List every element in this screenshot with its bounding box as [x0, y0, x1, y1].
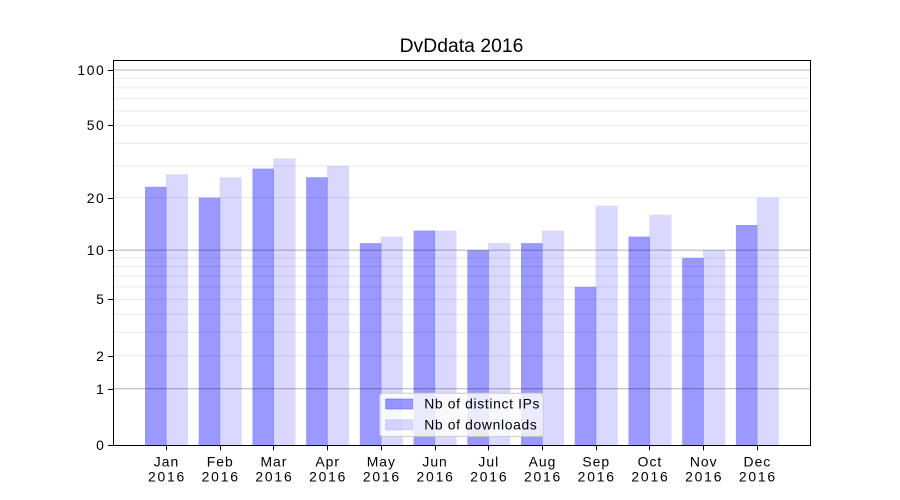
svg-text:2016: 2016 [524, 468, 562, 484]
svg-text:Nb of downloads: Nb of downloads [424, 416, 537, 432]
svg-text:May: May [367, 453, 396, 469]
svg-text:2016: 2016 [363, 468, 401, 484]
svg-text:2016: 2016 [739, 468, 777, 484]
svg-text:2016: 2016 [255, 468, 293, 484]
svg-text:Oct: Oct [638, 453, 663, 469]
svg-text:2: 2 [96, 348, 105, 364]
svg-text:Jul: Jul [478, 453, 499, 469]
svg-text:2016: 2016 [417, 468, 455, 484]
svg-text:10: 10 [87, 242, 106, 258]
svg-text:Nb of distinct IPs: Nb of distinct IPs [424, 396, 540, 412]
svg-text:100: 100 [77, 62, 105, 78]
svg-text:Apr: Apr [315, 453, 340, 469]
svg-text:5: 5 [96, 291, 105, 307]
svg-text:50: 50 [87, 117, 106, 133]
svg-text:2016: 2016 [578, 468, 616, 484]
svg-text:Jun: Jun [422, 453, 447, 469]
svg-text:2016: 2016 [631, 468, 669, 484]
svg-text:Jan: Jan [154, 453, 179, 469]
svg-text:2016: 2016 [309, 468, 347, 484]
svg-text:2016: 2016 [685, 468, 723, 484]
svg-text:Mar: Mar [260, 453, 287, 469]
svg-text:Aug: Aug [529, 453, 557, 469]
svg-text:2016: 2016 [470, 468, 508, 484]
svg-text:Dec: Dec [744, 453, 772, 469]
svg-text:20: 20 [87, 190, 106, 206]
svg-text:2016: 2016 [202, 468, 240, 484]
svg-text:Feb: Feb [207, 453, 234, 469]
svg-text:Nov: Nov [690, 453, 718, 469]
svg-text:DvDdata 2016: DvDdata 2016 [400, 36, 524, 57]
svg-text:Sep: Sep [582, 453, 610, 469]
svg-text:0: 0 [96, 437, 105, 453]
svg-text:1: 1 [96, 381, 105, 397]
svg-text:2016: 2016 [148, 468, 186, 484]
